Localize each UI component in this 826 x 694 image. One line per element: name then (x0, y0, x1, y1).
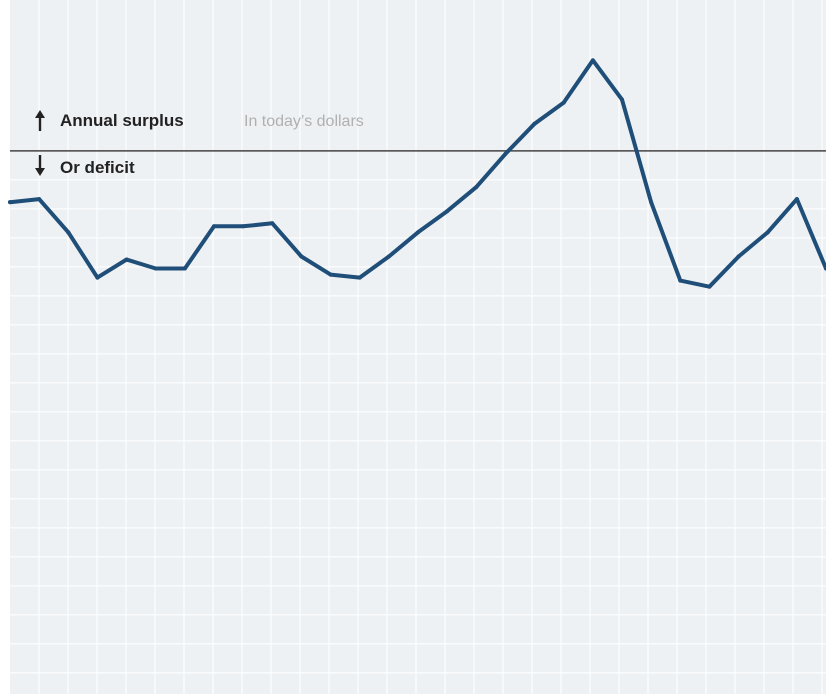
arrow-down-icon (35, 155, 45, 176)
data-point (66, 230, 71, 235)
data-point (37, 197, 42, 202)
data-point (299, 254, 304, 259)
data-point (474, 185, 479, 190)
data-point (270, 221, 275, 226)
data-point (241, 224, 246, 229)
data-point (328, 272, 333, 277)
data-point (736, 254, 741, 259)
data-point (95, 275, 100, 280)
data-point (794, 197, 799, 202)
plot-background (10, 0, 826, 694)
surplus-annotation: Annual surplus In today’s dollars (35, 110, 364, 131)
data-point (357, 275, 362, 280)
units-note: In today’s dollars (244, 113, 364, 130)
data-point (386, 254, 391, 259)
deficit-annotation: Or deficit (35, 155, 135, 177)
data-point (532, 121, 537, 126)
data-point (590, 58, 595, 63)
data-point (212, 224, 216, 229)
data-point (707, 284, 712, 289)
data-point (182, 266, 187, 271)
surplus-label: Annual surplus (60, 111, 184, 130)
data-point (124, 257, 129, 262)
series-layer (8, 58, 826, 289)
data-point (153, 266, 158, 271)
data-point (678, 278, 683, 283)
grid (10, 0, 826, 694)
data-point (561, 100, 566, 105)
data-point (445, 209, 450, 214)
data-point (416, 230, 420, 235)
data-point (765, 230, 770, 235)
deficit-label: Or deficit (60, 158, 135, 177)
data-point (503, 151, 508, 156)
data-point (8, 200, 12, 205)
arrow-up-icon (35, 110, 45, 131)
data-point (649, 200, 654, 205)
data-point (620, 97, 624, 102)
